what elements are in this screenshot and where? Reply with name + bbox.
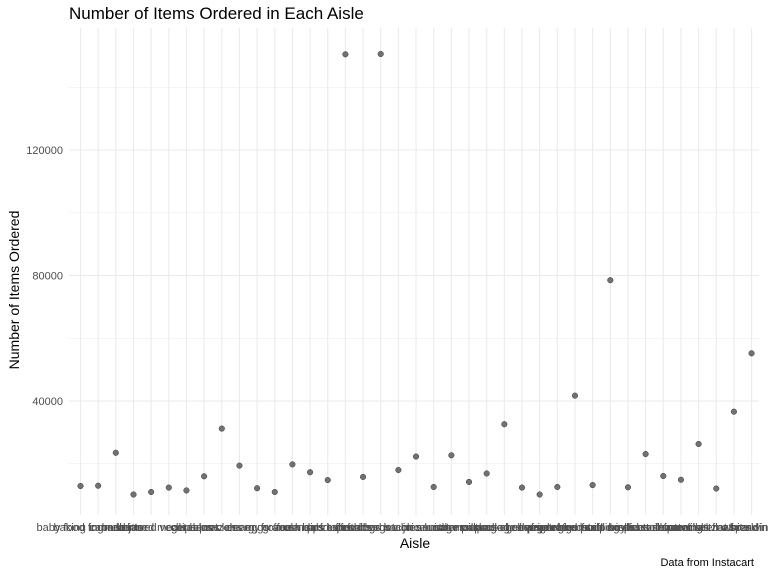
x-tick-label: soy lactosefree xyxy=(609,522,683,534)
data-point xyxy=(695,440,702,448)
x-tick-label: milk xyxy=(459,522,479,534)
x-tick-label: refrigerated xyxy=(547,522,603,534)
data-point xyxy=(148,488,155,496)
x-tick-label: canned meals beans xyxy=(118,522,220,534)
y-tick-label: 80000 xyxy=(32,271,63,283)
data-point xyxy=(713,485,720,492)
x-tick-label: ice cream ice xyxy=(384,522,449,534)
data-point xyxy=(377,50,384,58)
data-point xyxy=(430,483,437,491)
data-point xyxy=(254,485,261,492)
x-tick-label: juice nectars xyxy=(402,522,465,534)
x-tick-label: water seltzer sparkling water xyxy=(663,522,768,534)
y-tick-label: 40000 xyxy=(32,396,63,408)
x-tick-label: butter xyxy=(119,522,147,534)
x-tick-label: chips pretzels xyxy=(170,522,238,534)
x-tick-label: frozen produce xyxy=(273,522,346,534)
x-tick-label: paper goods xyxy=(527,522,589,534)
x-tick-label: baking ingredients xyxy=(54,522,144,534)
x-tick-label: eggs xyxy=(245,522,269,534)
data-point xyxy=(677,476,684,483)
data-point xyxy=(289,461,296,468)
x-tick-label: spreads xyxy=(661,522,701,534)
chart-title: Number of Items Ordered in Each Aisle xyxy=(69,4,364,23)
data-point xyxy=(165,484,172,491)
x-tick-label: fresh herbs xyxy=(336,522,392,534)
data-point xyxy=(448,452,455,459)
data-point xyxy=(324,477,331,484)
x-tick-label: other creams cheeses xyxy=(433,522,542,534)
x-tick-label: baby food formula xyxy=(36,522,125,534)
data-point xyxy=(307,469,314,476)
data-point xyxy=(236,462,243,469)
x-tick-label: packaged cheese xyxy=(461,522,547,534)
data-point xyxy=(571,392,579,399)
data-point xyxy=(95,482,102,489)
data-point xyxy=(271,488,278,496)
x-tick-label: tofu meat alternatives xyxy=(646,522,752,534)
data-point xyxy=(360,473,367,480)
x-tick-label: hot dogs bacon sausage xyxy=(338,522,458,534)
grid-lines xyxy=(69,28,759,515)
x-tick-label: packaged produce xyxy=(477,522,568,534)
x-tick-label: fresh vegetables xyxy=(340,522,421,534)
data-point xyxy=(642,450,649,458)
x-tick-label: lunch meat xyxy=(424,522,478,534)
x-tick-label: cream xyxy=(224,522,255,534)
x-tick-label: refrigerated pudding desserts xyxy=(521,522,665,534)
x-tick-label: spices seasonings xyxy=(618,522,708,534)
x-tick-label: bread xyxy=(102,522,130,534)
x-tick-label: cereal xyxy=(171,522,201,534)
x-tick-label: canned jarred vegetables xyxy=(89,522,213,534)
data-point xyxy=(518,484,526,491)
data-points xyxy=(77,50,755,498)
x-tick-label: packaged vegetables fruits xyxy=(474,522,605,534)
data-point xyxy=(112,449,119,456)
data-point xyxy=(607,277,614,284)
x-tick-label: soup broth bouillon xyxy=(581,522,674,534)
data-point xyxy=(342,51,349,58)
y-axis-ticks: 40000 80000 120000 xyxy=(26,145,63,408)
x-tick-label: white wines xyxy=(722,522,768,534)
x-tick-label: soft drinks xyxy=(585,522,636,534)
x-tick-label: fresh dips tapenades xyxy=(277,522,380,534)
data-point xyxy=(395,466,402,474)
data-point xyxy=(536,491,543,498)
data-point xyxy=(554,483,561,491)
data-point xyxy=(748,350,755,357)
data-point xyxy=(77,482,84,490)
data-point xyxy=(465,478,473,485)
x-tick-label: crackers xyxy=(201,522,243,534)
data-point xyxy=(183,487,190,494)
y-tick-label: 120000 xyxy=(26,145,63,157)
x-tick-label: fresh fruits xyxy=(320,522,372,534)
data-point xyxy=(624,484,632,491)
data-point xyxy=(483,470,490,477)
data-point xyxy=(589,482,596,489)
x-axis-title: Aisle xyxy=(399,535,431,551)
chart-caption: Data from Instacart xyxy=(660,557,754,569)
data-point xyxy=(660,472,667,480)
data-point xyxy=(412,453,420,460)
data-point xyxy=(130,491,137,498)
x-tick-label: frozen meals xyxy=(261,522,324,534)
data-point xyxy=(201,473,208,480)
data-point xyxy=(730,408,737,415)
data-point xyxy=(501,421,508,428)
x-tick-label: tortillas flat bread xyxy=(674,522,758,534)
x-tick-label: energy granola bars xyxy=(226,522,324,534)
data-point xyxy=(218,425,225,432)
